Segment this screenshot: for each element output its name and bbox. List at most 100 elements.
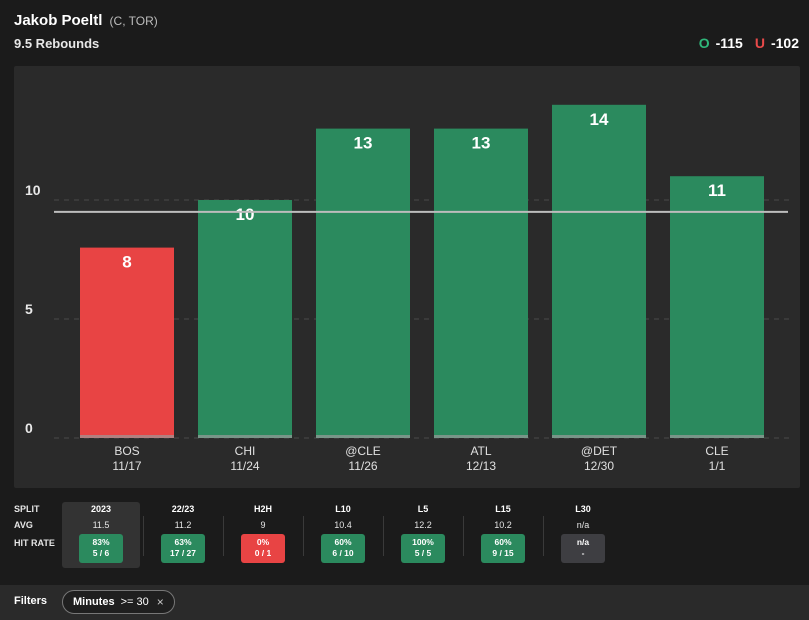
bar-baseline bbox=[316, 435, 410, 438]
split-name: 2023 bbox=[90, 504, 112, 514]
filter-chip-key: Minutes bbox=[73, 596, 115, 608]
hit-rate-frac: - bbox=[581, 548, 585, 558]
split-column-2023[interactable]: 2023 11.5 83% 5 / 6 bbox=[62, 502, 140, 568]
odds-display: O -115 U -102 bbox=[699, 35, 799, 51]
split-avg: 10.2 bbox=[494, 520, 512, 530]
hit-rate-badge: 60% 9 / 15 bbox=[481, 534, 525, 563]
split-avg: 9 bbox=[260, 520, 266, 530]
split-column-h2h[interactable]: H2H 9 0% 0 / 1 bbox=[224, 502, 302, 568]
filter-chip-value: >= 30 bbox=[120, 596, 149, 608]
over-odds[interactable]: O -115 bbox=[699, 35, 743, 51]
hit-rate-pct: 63% bbox=[174, 537, 192, 547]
split-name: L5 bbox=[417, 504, 429, 514]
x-tick-label: CHI bbox=[235, 444, 256, 458]
bar-chart: 05108BOS11/1710CHI11/2413@CLE11/2613ATL1… bbox=[25, 104, 790, 473]
under-label: U bbox=[754, 35, 765, 51]
hit-rate-badge: 60% 6 / 10 bbox=[321, 534, 365, 563]
bar-baseline bbox=[198, 435, 292, 438]
x-tick-date: 11/17 bbox=[112, 459, 141, 473]
hit-rate-frac: 5 / 6 bbox=[92, 548, 110, 558]
column-separator bbox=[223, 516, 224, 556]
hit-rate-frac: 17 / 27 bbox=[170, 548, 196, 558]
player-meta: (C, TOR) bbox=[109, 14, 158, 28]
split-name: H2H bbox=[253, 504, 272, 514]
hit-rate-badge: 100% 5 / 5 bbox=[401, 534, 445, 563]
data-label: 13 bbox=[354, 134, 373, 153]
x-tick-label: CLE bbox=[705, 444, 728, 458]
data-label: 8 bbox=[122, 253, 131, 272]
bar bbox=[670, 176, 764, 438]
avg-row-label: AVG bbox=[14, 520, 33, 530]
data-label: 11 bbox=[708, 181, 726, 200]
split-column-l30[interactable]: L30 n/a n/a - bbox=[544, 502, 622, 568]
hit-rate-pct: 0% bbox=[256, 537, 270, 547]
split-column-l15[interactable]: L15 10.2 60% 9 / 15 bbox=[464, 502, 542, 568]
column-separator bbox=[143, 516, 144, 556]
split-avg: n/a bbox=[576, 520, 590, 530]
hit-rate-pct: 83% bbox=[92, 537, 110, 547]
minutes-filter-chip[interactable]: Minutes >= 30 × bbox=[62, 590, 175, 614]
filters-bar: Filters Minutes >= 30 × bbox=[0, 585, 809, 620]
x-tick-label: @DET bbox=[581, 444, 618, 458]
close-icon[interactable]: × bbox=[156, 595, 164, 609]
bar bbox=[316, 128, 410, 438]
x-tick-date: 11/26 bbox=[348, 459, 377, 473]
column-separator bbox=[383, 516, 384, 556]
split-column-l5[interactable]: L5 12.2 100% 5 / 5 bbox=[384, 502, 462, 568]
bar-baseline bbox=[552, 435, 646, 438]
hit-rate-pct: 60% bbox=[494, 537, 512, 547]
split-avg: 10.4 bbox=[334, 520, 352, 530]
over-odds-value: -115 bbox=[715, 35, 743, 51]
filters-label: Filters bbox=[14, 595, 48, 607]
bar bbox=[434, 128, 528, 438]
data-label: 14 bbox=[590, 110, 609, 129]
bar-baseline bbox=[434, 435, 528, 438]
x-tick-label: BOS bbox=[114, 444, 139, 458]
x-tick-date: 12/30 bbox=[584, 459, 614, 473]
split-column-2223[interactable]: 22/23 11.2 63% 17 / 27 bbox=[144, 502, 222, 568]
prop-line: 9.5 Rebounds bbox=[14, 36, 100, 51]
y-tick-label: 0 bbox=[25, 420, 33, 436]
split-avg: 11.2 bbox=[174, 520, 192, 530]
bar bbox=[80, 247, 174, 438]
split-name: 22/23 bbox=[171, 504, 195, 514]
hit-rate-frac: 9 / 15 bbox=[492, 548, 514, 558]
split-row-label: SPLIT bbox=[14, 504, 40, 514]
over-label: O bbox=[698, 35, 710, 51]
x-tick-label: ATL bbox=[470, 444, 491, 458]
hit-rate-badge: n/a - bbox=[561, 534, 605, 563]
chart-panel: 0 5 10 8 BOS 11/17 10 CHI 11/24 13 @CLE 11/26 13 ATL 1… bbox=[14, 66, 800, 488]
bar-baseline bbox=[670, 435, 764, 438]
split-name: L15 bbox=[495, 504, 511, 514]
hit-rate-frac: 6 / 10 bbox=[332, 548, 354, 558]
hit-rate-badge: 0% 0 / 1 bbox=[241, 534, 285, 563]
bar bbox=[198, 200, 292, 438]
player-name: Jakob Poeltl (C, TOR) bbox=[14, 12, 158, 29]
split-name: L30 bbox=[575, 504, 591, 514]
hit-rate-frac: 5 / 5 bbox=[414, 548, 432, 558]
hit-rate-badge: 63% 17 / 27 bbox=[161, 534, 205, 563]
hit-rate-row-label: HIT RATE bbox=[14, 538, 55, 548]
column-separator bbox=[543, 516, 544, 556]
x-tick-date: 11/24 bbox=[230, 459, 259, 473]
y-tick-label: 10 bbox=[25, 182, 41, 198]
under-odds[interactable]: U -102 bbox=[755, 35, 799, 51]
x-tick-date: 1/1 bbox=[709, 459, 726, 473]
under-odds-value: -102 bbox=[770, 35, 799, 51]
split-column-l10[interactable]: L10 10.4 60% 6 / 10 bbox=[304, 502, 382, 568]
split-avg: 11.5 bbox=[92, 520, 110, 530]
split-table: SPLIT AVG HIT RATE 2023 11.5 83% 5 / 6 22/23… bbox=[14, 502, 800, 568]
split-name: L10 bbox=[335, 504, 351, 514]
hit-rate-frac: 0 / 1 bbox=[254, 548, 272, 558]
bar-baseline bbox=[80, 435, 174, 438]
hit-rate-pct: n/a bbox=[576, 537, 590, 547]
y-tick-label: 5 bbox=[25, 301, 33, 317]
data-label: 10 bbox=[236, 205, 255, 224]
hit-rate-pct: 100% bbox=[412, 537, 434, 547]
x-tick-label: @CLE bbox=[345, 444, 381, 458]
data-label: 13 bbox=[472, 134, 491, 153]
split-avg: 12.2 bbox=[414, 520, 432, 530]
column-separator bbox=[303, 516, 304, 556]
player-name-text: Jakob Poeltl bbox=[14, 12, 103, 29]
x-tick-date: 12/13 bbox=[466, 459, 496, 473]
